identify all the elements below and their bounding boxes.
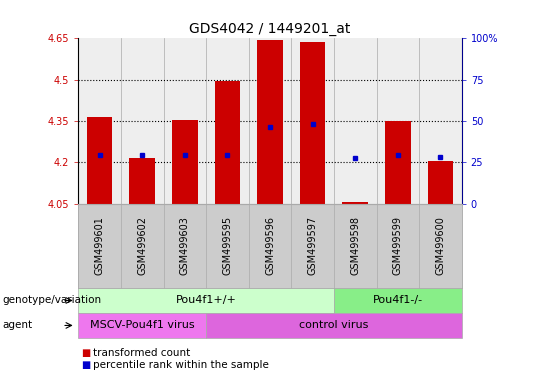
Bar <box>87 117 112 204</box>
Text: GSM499603: GSM499603 <box>180 216 190 275</box>
Text: GSM499599: GSM499599 <box>393 216 403 275</box>
Text: ■: ■ <box>81 348 90 358</box>
Text: control virus: control virus <box>299 320 369 331</box>
Bar <box>214 81 240 204</box>
Title: GDS4042 / 1449201_at: GDS4042 / 1449201_at <box>190 22 350 36</box>
Text: GSM499595: GSM499595 <box>222 216 232 275</box>
Text: agent: agent <box>3 320 33 331</box>
Bar <box>342 202 368 204</box>
Text: Pou4f1+/+: Pou4f1+/+ <box>176 295 237 306</box>
Bar <box>300 42 326 204</box>
Bar <box>385 121 410 204</box>
Bar <box>257 40 283 204</box>
Bar <box>172 119 198 204</box>
Text: transformed count: transformed count <box>93 348 191 358</box>
Text: GSM499596: GSM499596 <box>265 216 275 275</box>
Text: MSCV-Pou4f1 virus: MSCV-Pou4f1 virus <box>90 320 194 331</box>
Bar <box>130 158 155 204</box>
Text: genotype/variation: genotype/variation <box>3 295 102 306</box>
Text: GSM499600: GSM499600 <box>435 216 445 275</box>
Text: GSM499597: GSM499597 <box>308 216 318 275</box>
Text: ■: ■ <box>81 360 90 370</box>
Text: Pou4f1-/-: Pou4f1-/- <box>373 295 423 306</box>
Text: GSM499598: GSM499598 <box>350 216 360 275</box>
Text: GSM499601: GSM499601 <box>94 216 105 275</box>
Text: GSM499602: GSM499602 <box>137 216 147 275</box>
Bar <box>428 161 453 204</box>
Text: percentile rank within the sample: percentile rank within the sample <box>93 360 269 370</box>
